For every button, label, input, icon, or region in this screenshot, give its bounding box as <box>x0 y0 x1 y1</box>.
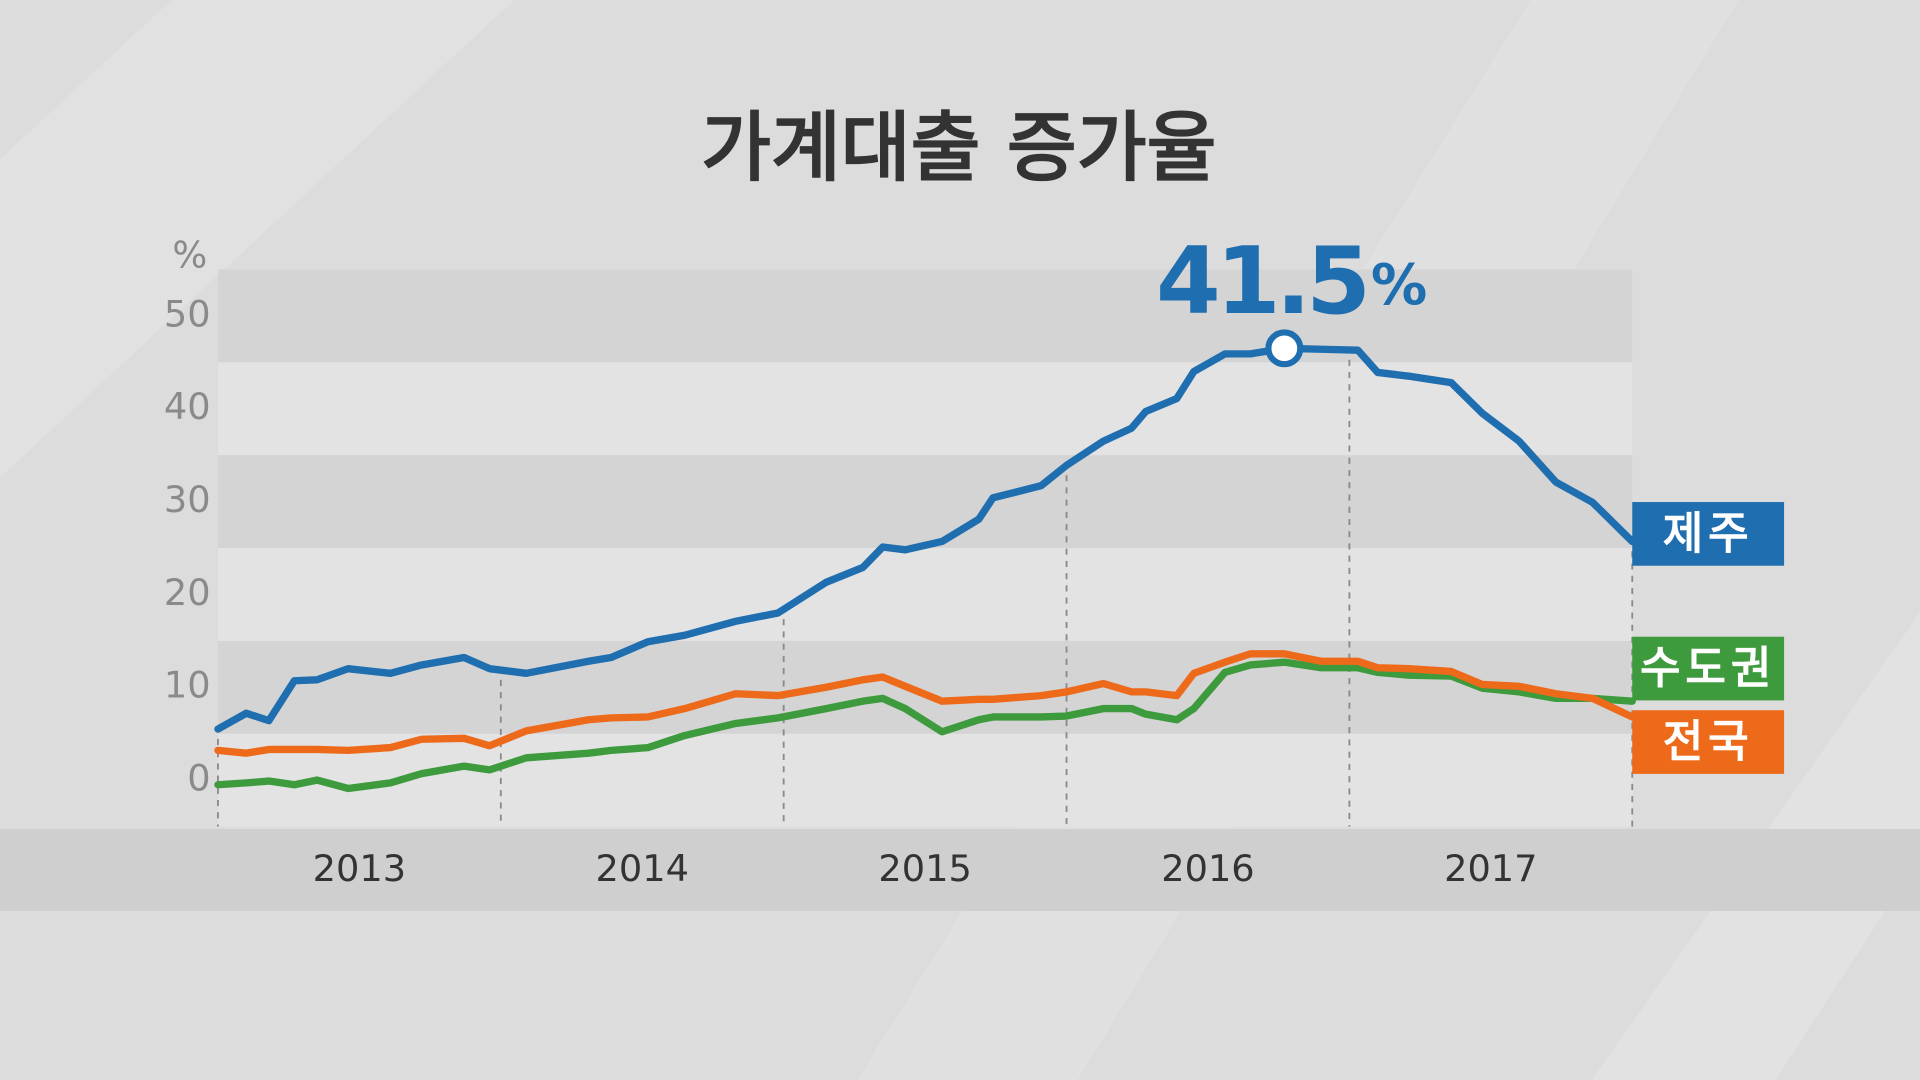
chart-title: 가계대출 증가율 <box>701 104 1216 192</box>
x-tick-label: 2016 <box>1161 847 1254 890</box>
y-tick-label: 30 <box>164 478 211 521</box>
peak-annotation-value: 41.5 <box>1156 227 1366 335</box>
series-line <box>214 344 1636 733</box>
grid-band <box>217 269 1633 363</box>
y-tick-label: 40 <box>164 385 211 428</box>
legend-label: 수도권 <box>1640 643 1776 694</box>
x-tick-label: 2013 <box>313 847 406 890</box>
y-unit: % <box>172 234 207 277</box>
y-tick-label: 50 <box>164 292 211 335</box>
peak-marker <box>1265 329 1304 368</box>
peak-annotation-unit: % <box>1371 252 1427 317</box>
legend-label: 전국 <box>1663 716 1754 767</box>
grid-band <box>217 547 1633 641</box>
legend-box <box>1632 502 1785 566</box>
x-axis-band <box>0 828 1920 912</box>
y-tick-label: 0 <box>187 757 210 800</box>
y-tick-label: 10 <box>164 664 211 707</box>
legend-box <box>1632 636 1785 701</box>
y-tick-label: 20 <box>164 571 211 614</box>
x-tick-label: 2014 <box>596 847 689 890</box>
grid-band <box>217 733 1633 827</box>
series-line <box>214 658 1636 793</box>
legend-label: 제주 <box>1663 508 1754 559</box>
x-tick-label: 2015 <box>878 847 971 890</box>
x-tick-label: 2017 <box>1444 847 1537 890</box>
series-line <box>214 650 1636 757</box>
legend-box <box>1632 710 1785 774</box>
peak-annotation: 41.5% <box>1156 227 1427 335</box>
background-stripe <box>0 0 515 478</box>
grid-band <box>217 455 1633 548</box>
